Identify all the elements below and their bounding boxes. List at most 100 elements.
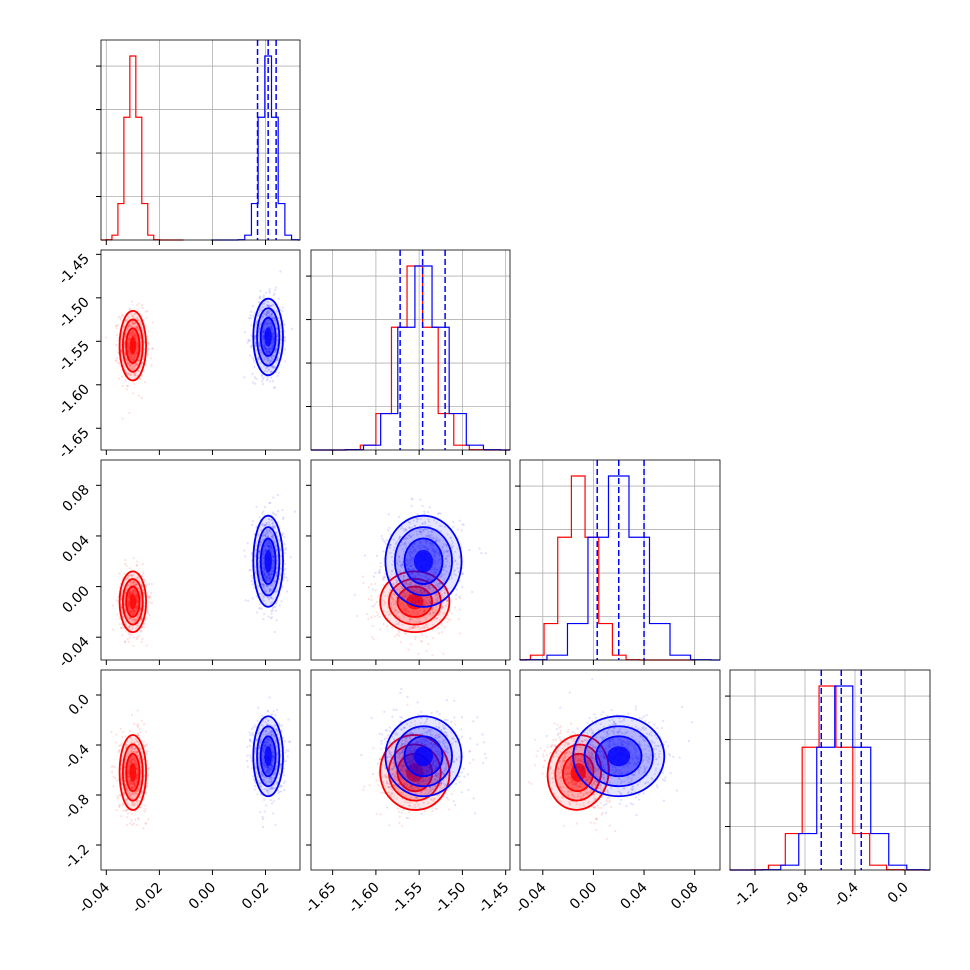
sample-point xyxy=(267,523,270,526)
sample-point xyxy=(403,583,406,586)
hist-panel-0 xyxy=(96,39,301,241)
sample-point xyxy=(128,592,132,595)
sample-point xyxy=(274,609,278,612)
sample-point xyxy=(139,806,142,809)
sample-point xyxy=(257,550,261,554)
hist-blue xyxy=(519,475,720,661)
sample-point xyxy=(120,626,123,629)
sample-point xyxy=(133,722,136,726)
sample-point xyxy=(144,807,147,811)
sample-point xyxy=(432,612,435,615)
sample-point xyxy=(261,380,264,383)
sample-point xyxy=(268,598,271,601)
sample-point xyxy=(144,310,147,313)
sample-point xyxy=(251,597,254,600)
sample-point xyxy=(139,731,142,734)
sample-point xyxy=(269,380,272,383)
sample-point xyxy=(269,617,273,620)
sample-point xyxy=(138,320,141,323)
sample-point xyxy=(267,304,270,307)
sample-point xyxy=(267,573,270,576)
sample-point xyxy=(264,523,267,527)
sample-point xyxy=(266,544,270,547)
sample-point xyxy=(420,590,423,593)
sample-point xyxy=(250,324,253,327)
sample-point xyxy=(132,611,135,614)
sample-point xyxy=(262,566,265,570)
sample-point xyxy=(417,573,420,576)
sample-point xyxy=(265,310,268,314)
sample-point xyxy=(270,518,273,522)
sample-point xyxy=(383,541,386,544)
sample-point xyxy=(130,300,134,303)
sample-point xyxy=(270,589,273,592)
sample-point xyxy=(442,601,445,604)
sample-point xyxy=(265,533,268,536)
sample-point xyxy=(440,575,443,579)
sample-point xyxy=(133,609,136,612)
sample-point xyxy=(263,567,266,570)
sample-point xyxy=(131,575,134,578)
sample-point xyxy=(138,728,141,731)
sample-point xyxy=(264,347,267,350)
sample-point xyxy=(267,305,270,308)
sample-point xyxy=(260,592,264,595)
sample-point xyxy=(131,358,134,361)
sample-point xyxy=(408,620,411,623)
sample-point xyxy=(410,504,413,507)
sample-point xyxy=(131,590,134,593)
sample-point xyxy=(283,330,286,333)
sample-point xyxy=(429,601,432,604)
sample-point xyxy=(263,356,266,359)
sample-point xyxy=(131,609,134,612)
sample-point xyxy=(121,802,124,805)
sample-point xyxy=(411,568,415,571)
sample-point xyxy=(401,594,404,597)
hist-red xyxy=(519,475,695,661)
sample-point xyxy=(269,370,273,373)
sample-point xyxy=(394,635,397,638)
sample-point xyxy=(270,325,273,328)
sample-point xyxy=(267,518,270,521)
sample-point xyxy=(127,339,130,342)
sample-point xyxy=(395,611,399,615)
sample-point xyxy=(378,571,381,574)
sample-point xyxy=(132,618,136,621)
sample-point xyxy=(429,578,432,581)
sample-point xyxy=(132,612,136,615)
sample-point xyxy=(141,562,144,566)
sample-point xyxy=(436,627,440,630)
sample-point xyxy=(268,349,271,353)
sample-point xyxy=(424,603,427,606)
sample-point xyxy=(258,341,261,344)
sample-point xyxy=(254,554,257,557)
pair-panel-2-0 xyxy=(100,459,301,661)
sample-point xyxy=(134,607,137,610)
sample-point xyxy=(267,548,271,551)
sample-point xyxy=(135,604,139,608)
sample-point xyxy=(124,562,127,566)
sample-point xyxy=(262,312,266,316)
sample-point xyxy=(262,585,266,588)
sample-point xyxy=(269,541,272,545)
sample-point xyxy=(392,597,395,600)
sample-point xyxy=(143,381,146,384)
sample-point xyxy=(275,359,278,362)
sample-point xyxy=(132,335,135,338)
sample-point xyxy=(411,618,414,621)
sample-point xyxy=(263,341,266,344)
sample-point xyxy=(275,602,278,605)
sample-point xyxy=(275,343,278,346)
sample-point xyxy=(272,354,275,357)
sample-point xyxy=(121,417,124,420)
sample-point xyxy=(133,365,137,368)
sample-point xyxy=(422,610,425,614)
sample-point xyxy=(382,583,385,587)
sample-point xyxy=(263,612,266,615)
sample-point xyxy=(117,377,121,380)
sample-point xyxy=(142,573,145,576)
sample-point xyxy=(267,584,270,587)
sample-point xyxy=(133,326,137,329)
sample-point xyxy=(147,341,150,345)
sample-point xyxy=(129,331,132,334)
